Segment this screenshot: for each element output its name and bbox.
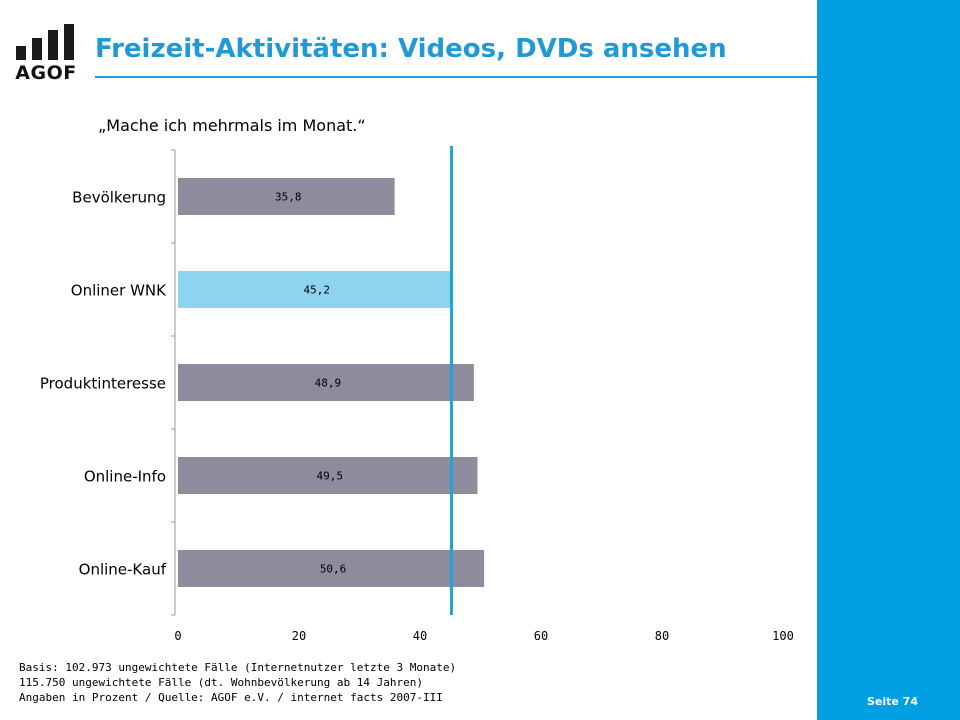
- bar: [178, 364, 474, 401]
- x-tick-label: 60: [534, 629, 548, 643]
- category-label: Onliner WNK: [71, 282, 167, 300]
- agof-logo-bars-icon: [16, 24, 76, 60]
- category-label: Produktinteresse: [40, 375, 166, 393]
- category-label: Bevölkerung: [72, 189, 166, 207]
- footnote-line: Angaben in Prozent / Quelle: AGOF e.V. /…: [19, 691, 443, 704]
- x-tick-label: 20: [292, 629, 306, 643]
- footnote-line: Basis: 102.973 ungewichtete Fälle (Inter…: [19, 661, 457, 674]
- x-tick-label: 80: [655, 629, 669, 643]
- right-sidebar-band: [817, 0, 960, 720]
- category-label: Online-Info: [84, 468, 166, 486]
- page-number: Seite 74: [866, 695, 918, 708]
- footnote-line: 115.750 ungewichtete Fälle (dt. Wohnbevö…: [19, 676, 423, 689]
- bar-chart: 35,8 Bevölkerung 45,2 Onliner WNK 48,9 Produk…: [40, 146, 794, 643]
- chart-subtitle: „Mache ich mehrmals im Monat.“: [98, 116, 366, 135]
- logo-bar: [64, 24, 74, 60]
- data-label: 50,6: [320, 563, 347, 576]
- logo-text: AGOF: [15, 62, 77, 84]
- bar: [178, 178, 395, 215]
- title-divider: [95, 76, 817, 78]
- page-title: Freizeit-Aktivitäten: Videos, DVDs anseh…: [95, 34, 727, 64]
- bar: [178, 271, 452, 308]
- x-tick-label: 0: [174, 629, 181, 643]
- data-label: 48,9: [315, 377, 342, 390]
- logo-bar: [32, 38, 42, 60]
- data-label: 35,8: [275, 191, 302, 204]
- bar: [178, 457, 478, 494]
- bar: [178, 550, 485, 587]
- footnote: Basis: 102.973 ungewichtete Fälle (Inter…: [19, 660, 456, 705]
- chart-layer: 35,8 Bevölkerung 45,2 Onliner WNK 48,9 Produk…: [40, 146, 794, 643]
- data-label: 49,5: [316, 470, 343, 483]
- x-tick-label: 100: [772, 629, 794, 643]
- logo-bar: [16, 46, 26, 60]
- logo-bar: [48, 30, 58, 60]
- category-label: Online-Kauf: [79, 561, 167, 579]
- data-label: 45,2: [303, 284, 330, 297]
- agof-logo: AGOF: [14, 24, 78, 86]
- x-tick-label: 40: [413, 629, 427, 643]
